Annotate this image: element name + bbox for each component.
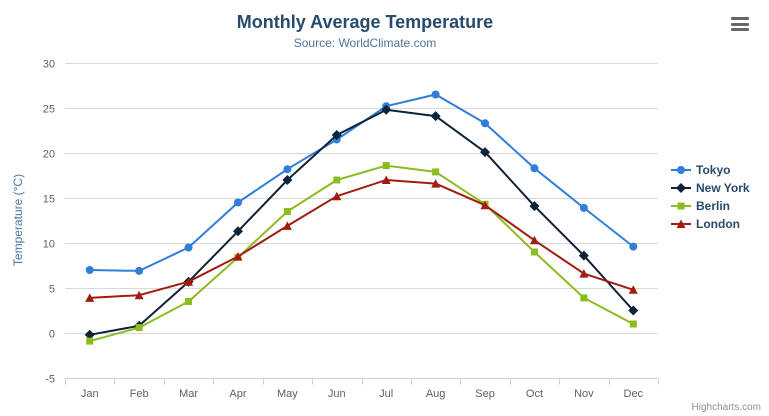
x-axis-label: Aug (426, 388, 446, 400)
legend-marker-icon (671, 202, 691, 210)
y-gridlines (65, 63, 658, 379)
y-axis-label: 5 (49, 284, 55, 296)
data-point-new-york[interactable] (282, 175, 293, 185)
series-line-berlin[interactable] (88, 164, 635, 343)
y-axis-title: Temperature (°C) (11, 174, 25, 266)
data-point-berlin[interactable] (333, 176, 341, 184)
data-point-new-york[interactable] (578, 250, 589, 261)
x-axis-label: May (277, 388, 298, 400)
data-point-berlin[interactable] (185, 298, 193, 305)
data-point-london[interactable] (381, 175, 391, 185)
chart-subtitle: Source: WorldClimate.com (293, 36, 437, 50)
series-line-london[interactable] (88, 179, 635, 299)
data-point-tokyo[interactable] (233, 198, 242, 207)
data-point-berlin[interactable] (629, 320, 637, 328)
y-axis-labels: -5 0 5 10 15 20 25 30 (43, 59, 55, 386)
data-point-london[interactable] (134, 290, 144, 300)
data-point-london[interactable] (480, 200, 490, 210)
data-point-tokyo[interactable] (629, 242, 638, 251)
data-point-new-york[interactable] (232, 226, 243, 237)
x-axis: Jan Feb Mar Apr May Jun Jul Aug Sep Oct Nov Dec (65, 378, 659, 400)
chart-title: Monthly Average Temperature (236, 12, 494, 32)
x-axis-label: Mar (179, 388, 198, 400)
data-point-new-york[interactable] (430, 111, 441, 122)
x-axis-label: Oct (526, 388, 543, 400)
data-point-berlin[interactable] (432, 168, 440, 176)
series-line-new-york[interactable] (88, 108, 635, 336)
data-point-berlin[interactable] (283, 208, 291, 215)
legend-item-london[interactable]: London (671, 217, 767, 231)
context-menu-icon[interactable] (729, 15, 751, 33)
data-point-london[interactable] (431, 179, 441, 188)
legend-marker-icon (671, 166, 691, 174)
legend-label: New York (696, 181, 750, 195)
data-point-new-york[interactable] (381, 104, 392, 115)
y-axis-label: 10 (43, 239, 55, 251)
x-axis-label: Apr (229, 388, 246, 400)
data-point-tokyo[interactable] (85, 266, 94, 274)
data-point-berlin[interactable] (382, 162, 390, 170)
data-point-tokyo[interactable] (431, 90, 440, 99)
legend-marker-icon (671, 183, 691, 193)
legend-label: Berlin (696, 199, 731, 213)
data-point-berlin[interactable] (530, 248, 538, 256)
data-point-london[interactable] (184, 277, 194, 286)
y-axis-label: -5 (45, 374, 55, 386)
legend-label: Tokyo (696, 163, 731, 177)
data-point-london[interactable] (282, 221, 292, 230)
data-point-tokyo[interactable] (283, 165, 292, 174)
data-point-london[interactable] (233, 252, 243, 261)
y-axis-label: 25 (43, 104, 55, 116)
data-point-london[interactable] (579, 269, 589, 278)
data-point-tokyo[interactable] (481, 119, 490, 128)
data-point-berlin[interactable] (580, 294, 588, 302)
data-point-london[interactable] (628, 285, 638, 294)
data-point-tokyo[interactable] (579, 203, 588, 212)
legend: Tokyo New York Berlin London (671, 163, 767, 231)
data-point-new-york[interactable] (529, 201, 540, 212)
series-tokyo[interactable] (85, 90, 638, 275)
series-london[interactable] (85, 175, 638, 302)
series-line-tokyo[interactable] (88, 93, 635, 272)
y-axis-label: 0 (49, 329, 55, 341)
y-axis-label: 30 (43, 59, 55, 71)
data-point-berlin[interactable] (86, 337, 94, 345)
data-point-new-york[interactable] (331, 130, 342, 140)
data-point-new-york[interactable] (628, 305, 639, 316)
x-axis-label: Jul (379, 388, 393, 400)
y-axis-label: 20 (43, 149, 55, 161)
data-point-new-york[interactable] (480, 147, 491, 158)
x-axis-label: Jun (328, 388, 346, 400)
data-point-tokyo[interactable] (135, 266, 144, 275)
x-axis-label: Feb (130, 388, 149, 400)
data-point-london[interactable] (85, 293, 95, 302)
data-point-tokyo[interactable] (184, 243, 193, 252)
data-point-new-york[interactable] (84, 329, 95, 340)
data-point-tokyo[interactable] (530, 164, 539, 173)
data-point-london[interactable] (529, 235, 539, 245)
legend-item-berlin[interactable]: Berlin (671, 199, 767, 213)
legend-item-tokyo[interactable]: Tokyo (671, 163, 767, 177)
data-point-berlin[interactable] (135, 324, 143, 332)
series-new-york[interactable] (84, 104, 639, 340)
legend-item-new-york[interactable]: New York (671, 181, 767, 195)
legend-label: London (696, 217, 740, 231)
x-axis-label: Jan (81, 388, 99, 400)
x-axis-label: Sep (475, 388, 495, 400)
credits-link[interactable]: Highcharts.com (691, 402, 761, 413)
x-axis-label: Dec (624, 388, 644, 400)
x-axis-label: Nov (574, 388, 594, 400)
data-point-london[interactable] (332, 191, 342, 201)
y-axis-label: 15 (43, 194, 55, 206)
legend-marker-icon (671, 219, 691, 228)
